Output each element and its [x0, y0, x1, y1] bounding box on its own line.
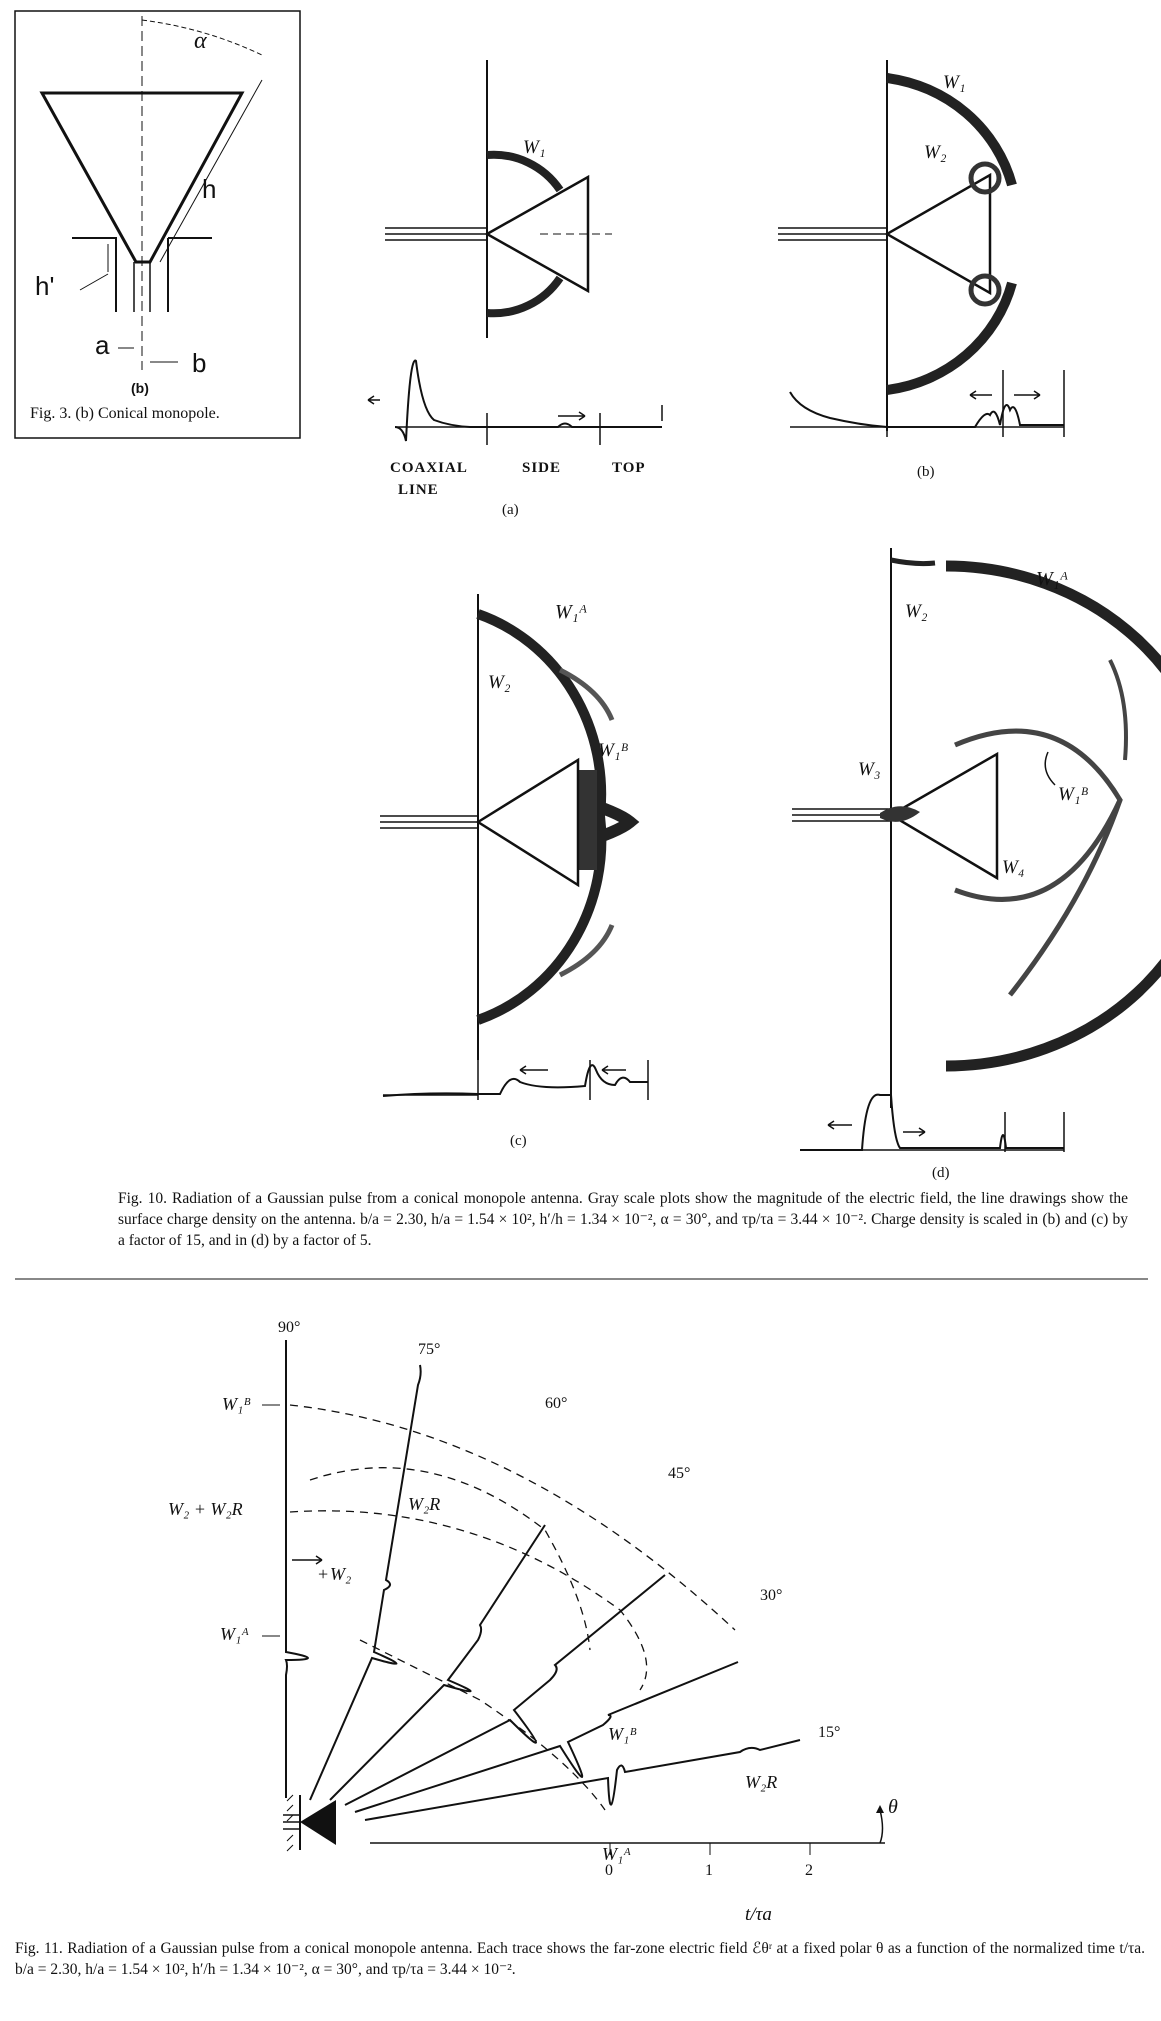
- panel-b-wave-top: [886, 73, 1017, 187]
- fig11-w1a-left: W₁ᴬ: [220, 1624, 249, 1644]
- fig11-arc-w1a: [359, 1639, 606, 1811]
- panel-b-w1: W₁: [943, 72, 965, 93]
- panel-d-wave-outer: [945, 560, 1161, 1072]
- fig11-angle-30: 30°: [760, 1587, 782, 1604]
- panel-d-w4: W₄: [1002, 857, 1024, 878]
- fig11-tick-2: 2: [805, 1862, 813, 1879]
- fig11-w1b-bottom: W₁ᴮ: [608, 1724, 637, 1744]
- panel-a-line: LINE: [398, 482, 439, 498]
- panel-b-charge-trace: [789, 391, 1064, 428]
- fig11-w2r-right: W₂R: [745, 1772, 777, 1792]
- fig3-caption: Fig. 3. (b) Conical monopole.: [30, 405, 220, 422]
- panel-a-wave-bottom: [486, 275, 564, 318]
- panel-d-w1a: W₁ᴬ: [1036, 568, 1069, 590]
- fig3-h-label: h: [202, 174, 216, 204]
- trace-30: [354, 1661, 739, 1813]
- trace-15: [364, 1739, 801, 1821]
- panel-d-w2: W₂: [905, 601, 928, 622]
- fig3-h-dim: [159, 79, 263, 263]
- trace-60: [329, 1524, 546, 1801]
- panel-a-w1: W₁: [523, 137, 545, 158]
- panel-a-coaxial: COAXIAL: [390, 460, 468, 476]
- panel-d-w1b: W₁ᴮ: [1058, 784, 1088, 805]
- panel-b-wave-bottom: [886, 281, 1017, 395]
- panel-c-w2: W₂: [488, 672, 511, 693]
- fig11-antenna: [300, 1800, 336, 1845]
- panel-d-label: (d): [932, 1165, 950, 1181]
- panel-c-cone: [475, 757, 580, 888]
- fig11-tick-1: 1: [705, 1862, 713, 1879]
- fig10-panel-b: W₁ W₂ (b): [778, 60, 1065, 480]
- panel-b-coax: [778, 227, 887, 241]
- panel-c-w1b: W₁ᴮ: [598, 740, 628, 761]
- fig11-plus: +: [318, 1564, 328, 1584]
- panel-a-label: (a): [502, 502, 519, 518]
- fig11-angle-60: 60°: [545, 1395, 567, 1412]
- fig11-plot: 0 1 2 t/τa θ 9: [168, 1319, 898, 1925]
- fig3-hprime-leader: [79, 273, 109, 291]
- panel-b-label: (b): [917, 464, 935, 480]
- fig3-a-label: a: [95, 330, 110, 360]
- fig11-angle-45: 45°: [668, 1465, 690, 1482]
- fig11-angle-15: 15°: [818, 1724, 840, 1741]
- fig11-theta: θ: [888, 1796, 898, 1818]
- fig11-w1b-left: W₁ᴮ: [222, 1394, 251, 1414]
- panel-b-w2: W₂: [924, 142, 947, 163]
- fig11-w1a-bottom: W₁ᴬ: [602, 1844, 631, 1864]
- fig11-w2: W₂: [330, 1564, 351, 1584]
- fig3-panel: α h h' a b (b) Fig. 3. (b) Conical monop…: [14, 10, 301, 439]
- fig10-panel-d: W₁ᴬ W₂ W₃ W₁ᴮ W₄ (d): [792, 548, 1161, 1181]
- fig3-b-label: b: [192, 348, 206, 378]
- trace-90: [284, 1340, 309, 1798]
- fig3-ground: [72, 237, 212, 312]
- panel-d-w3: W₃: [858, 759, 880, 780]
- panel-c-w1a: W₁ᴬ: [555, 601, 588, 623]
- fig3-inner-conductor: [133, 262, 151, 312]
- panel-c-wave-outer: [476, 609, 607, 1025]
- fig10-panel-c: W₁ᴬ W₂ W₁ᴮ (c): [380, 594, 649, 1149]
- fig10-panel-a: W₁ COAXIAL LINE SIDE TOP (a): [367, 60, 663, 518]
- panel-c-label: (c): [510, 1133, 527, 1149]
- fig11-traces: [284, 1340, 801, 1821]
- panel-b-cone: [884, 172, 992, 296]
- panel-a-top: TOP: [612, 460, 646, 476]
- fig11-angle-75: 75°: [418, 1341, 440, 1358]
- panel-d-coax: [792, 808, 891, 822]
- fig3-frame: [14, 10, 301, 439]
- panel-d-cone: [888, 751, 999, 881]
- fig11-w2r-top: W₂R: [408, 1494, 440, 1514]
- fig3-sublabel: (b): [131, 380, 149, 396]
- fig11-caption: Fig. 11. Radiation of a Gaussian pulse f…: [15, 1940, 1145, 1978]
- fig11-axis-label: t/τa: [745, 1904, 772, 1925]
- fig11-angle-90: 90°: [278, 1319, 300, 1336]
- panel-c-charge-trace: [382, 1064, 648, 1097]
- panel-c-coax: [380, 815, 478, 829]
- panel-d-charge-trace: [800, 1093, 1064, 1151]
- panel-a-wave-top: [486, 150, 564, 193]
- fig11-tick-0: 0: [605, 1862, 613, 1879]
- fig11-w2-w2r: W₂ + W₂R: [168, 1499, 243, 1519]
- panel-a-side: SIDE: [522, 460, 561, 476]
- trace-45: [344, 1574, 666, 1806]
- panel-a-coax: [385, 227, 487, 241]
- fig10-caption: Fig. 10. Radiation of a Gaussian pulse f…: [118, 1190, 1128, 1249]
- panel-a-cone: [484, 174, 590, 294]
- fig3-hprime-label: h': [35, 271, 54, 301]
- fig3-alpha-label: α: [194, 28, 207, 54]
- panel-a-charge-trace: [394, 359, 662, 442]
- fig11-arc-w1b: [289, 1404, 736, 1631]
- trace-75: [309, 1364, 422, 1801]
